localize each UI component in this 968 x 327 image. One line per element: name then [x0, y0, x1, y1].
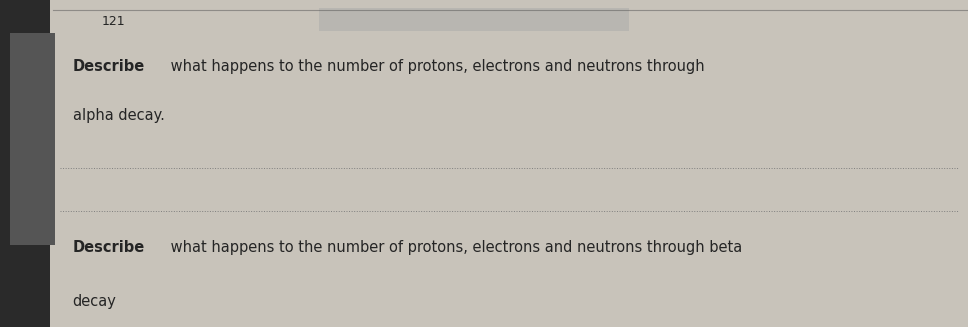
Text: what happens to the number of protons, electrons and neutrons through beta: what happens to the number of protons, e… [166, 240, 742, 255]
Bar [10, 33, 55, 245]
Bar [0, 0, 50, 327]
Text: Describe: Describe [73, 59, 145, 74]
Text: 121: 121 [102, 15, 125, 28]
Text: Describe: Describe [73, 240, 145, 255]
Text: what happens to the number of protons, electrons and neutrons through: what happens to the number of protons, e… [166, 59, 705, 74]
Text: decay: decay [73, 294, 116, 309]
Text: alpha decay.: alpha decay. [73, 108, 165, 123]
Bar [319, 8, 629, 31]
